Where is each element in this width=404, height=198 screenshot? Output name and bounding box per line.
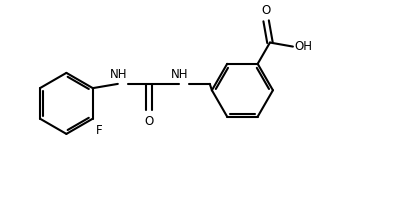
Text: F: F [96,124,103,137]
Text: NH: NH [109,68,127,81]
Text: O: O [144,115,154,128]
Text: OH: OH [295,40,313,53]
Text: NH: NH [170,68,188,81]
Text: O: O [261,4,271,17]
